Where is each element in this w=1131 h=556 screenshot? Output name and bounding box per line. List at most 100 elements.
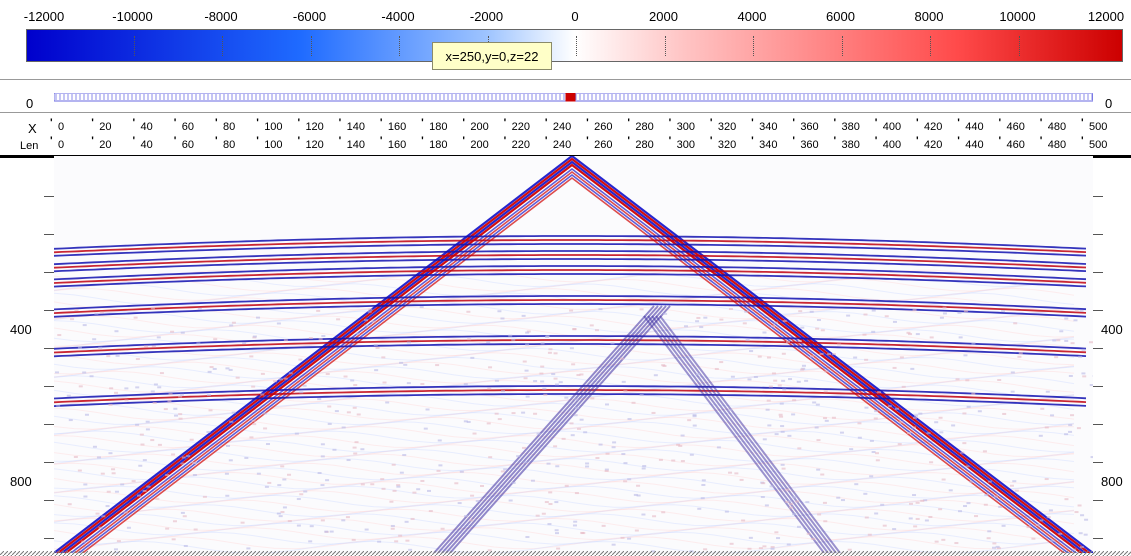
x-header-tick: ': [834, 117, 837, 129]
len-header-tick: ': [50, 135, 53, 147]
colorbar-tick-label: 10000: [999, 9, 1035, 24]
x-header-tick: ': [174, 117, 177, 129]
len-header-label: 400: [883, 139, 901, 151]
header-strip: 0 ' 20 ' 40 ' 60 ' 80 ' 100 ' 120 ' 140 ' 160 ' 180 ' 200 ' 22…: [54, 113, 1093, 156]
len-header-tick: ': [1081, 135, 1084, 147]
x-header-label: 220: [512, 121, 530, 133]
x-header-tick: ': [999, 117, 1002, 129]
station-right-label: 0: [1105, 96, 1112, 111]
len-header-tick: ': [297, 135, 300, 147]
x-header-label: 100: [264, 121, 282, 133]
x-header-tick: ': [916, 117, 919, 129]
x-header-label: 200: [470, 121, 488, 133]
len-header-label: 20: [99, 139, 111, 151]
time-axis-tick: [1093, 196, 1103, 197]
time-label-400: 400: [10, 322, 32, 337]
time-axis-tick: [44, 196, 54, 197]
colorbar-tick-label: 8000: [915, 9, 944, 24]
len-header-label: 60: [182, 139, 194, 151]
len-header-label: 40: [140, 139, 152, 151]
x-header-tick: ': [1040, 117, 1043, 129]
len-header-tick: ': [256, 135, 259, 147]
len-header-tick: ': [380, 135, 383, 147]
time-axis-tick: [44, 538, 54, 539]
x-header-tick: ': [215, 117, 218, 129]
len-header-label: 340: [759, 139, 777, 151]
station-right-cell: 0: [1093, 90, 1131, 112]
x-header-tick: ': [132, 117, 135, 129]
x-header-label: 20: [99, 121, 111, 133]
divider: [0, 79, 1131, 80]
station-left-cell: 0: [0, 90, 54, 112]
len-header-label: 80: [223, 139, 235, 151]
x-header-label: 460: [1007, 121, 1025, 133]
x-header-label: 120: [305, 121, 323, 133]
len-header-label: 360: [800, 139, 818, 151]
len-header-label: 100: [264, 139, 282, 151]
len-header-label: 200: [470, 139, 488, 151]
x-header-label: 60: [182, 121, 194, 133]
x-header-label: 440: [965, 121, 983, 133]
len-header-tick: ': [91, 135, 94, 147]
x-header-tick: ': [1081, 117, 1084, 129]
colorbar-tick-label: -6000: [293, 9, 326, 24]
colorbar-tick-label: -10000: [112, 9, 152, 24]
len-header-label: 300: [677, 139, 695, 151]
x-header-label: 280: [635, 121, 653, 133]
len-header-label: 420: [924, 139, 942, 151]
len-header-tick: ': [834, 135, 837, 147]
color-scale-gradient: [27, 30, 1122, 61]
seismic-traces: [54, 156, 1093, 553]
len-header-label: 440: [965, 139, 983, 151]
seismic-section[interactable]: [54, 156, 1093, 553]
x-header-tick: ': [545, 117, 548, 129]
time-label-400-right: 400: [1101, 322, 1123, 337]
colorbar-tick-label: -2000: [470, 9, 503, 24]
x-header-label: 380: [842, 121, 860, 133]
len-header-label: 140: [347, 139, 365, 151]
colorbar-tick-label: 12000: [1088, 9, 1124, 24]
len-header-tick: ': [916, 135, 919, 147]
time-axis-tick: [44, 424, 54, 425]
x-header-tick: ': [710, 117, 713, 129]
time-axis-tick: [44, 310, 54, 311]
colorbar-tick-mark: [665, 36, 666, 56]
len-header-label: 160: [388, 139, 406, 151]
x-header-label: 420: [924, 121, 942, 133]
colorbar-tick-mark: [399, 36, 400, 56]
time-axis-tick: [44, 386, 54, 387]
x-header-label: 240: [553, 121, 571, 133]
station-bar[interactable]: [54, 93, 1093, 103]
len-header-tick: ': [545, 135, 548, 147]
colorbar-tick-mark: [753, 36, 754, 56]
colorbar-tick-mark: [930, 36, 931, 56]
x-header-tick: ': [957, 117, 960, 129]
bottom-hatch: [0, 551, 1131, 556]
x-header-tick: ': [792, 117, 795, 129]
len-header-tick: ': [627, 135, 630, 147]
len-header-tick: ': [710, 135, 713, 147]
len-header-tick: ': [875, 135, 878, 147]
len-row-label: Len: [20, 140, 38, 152]
len-header-label: 280: [635, 139, 653, 151]
x-header-label: 260: [594, 121, 612, 133]
x-header-tick: ': [91, 117, 94, 129]
x-header-label: 400: [883, 121, 901, 133]
red-square-icon[interactable]: [566, 93, 575, 101]
colorbar-tick-mark: [134, 36, 135, 56]
len-header-label: 500: [1089, 139, 1107, 151]
colorbar-tick-mark: [222, 36, 223, 56]
x-header-tick: ': [627, 117, 630, 129]
len-header-tick: ': [586, 135, 589, 147]
len-header-tick: ': [999, 135, 1002, 147]
header-left-cell: X Len: [0, 113, 54, 156]
x-header-tick: ': [462, 117, 465, 129]
len-header-label: 120: [305, 139, 323, 151]
x-header-label: 360: [800, 121, 818, 133]
x-header-label: 500: [1089, 121, 1107, 133]
station-left-label: 0: [26, 96, 33, 111]
len-header-tick: ': [957, 135, 960, 147]
colorbar-tick-label: -8000: [204, 9, 237, 24]
time-axis-tick: [44, 462, 54, 463]
time-axis-tick: [1093, 234, 1103, 235]
